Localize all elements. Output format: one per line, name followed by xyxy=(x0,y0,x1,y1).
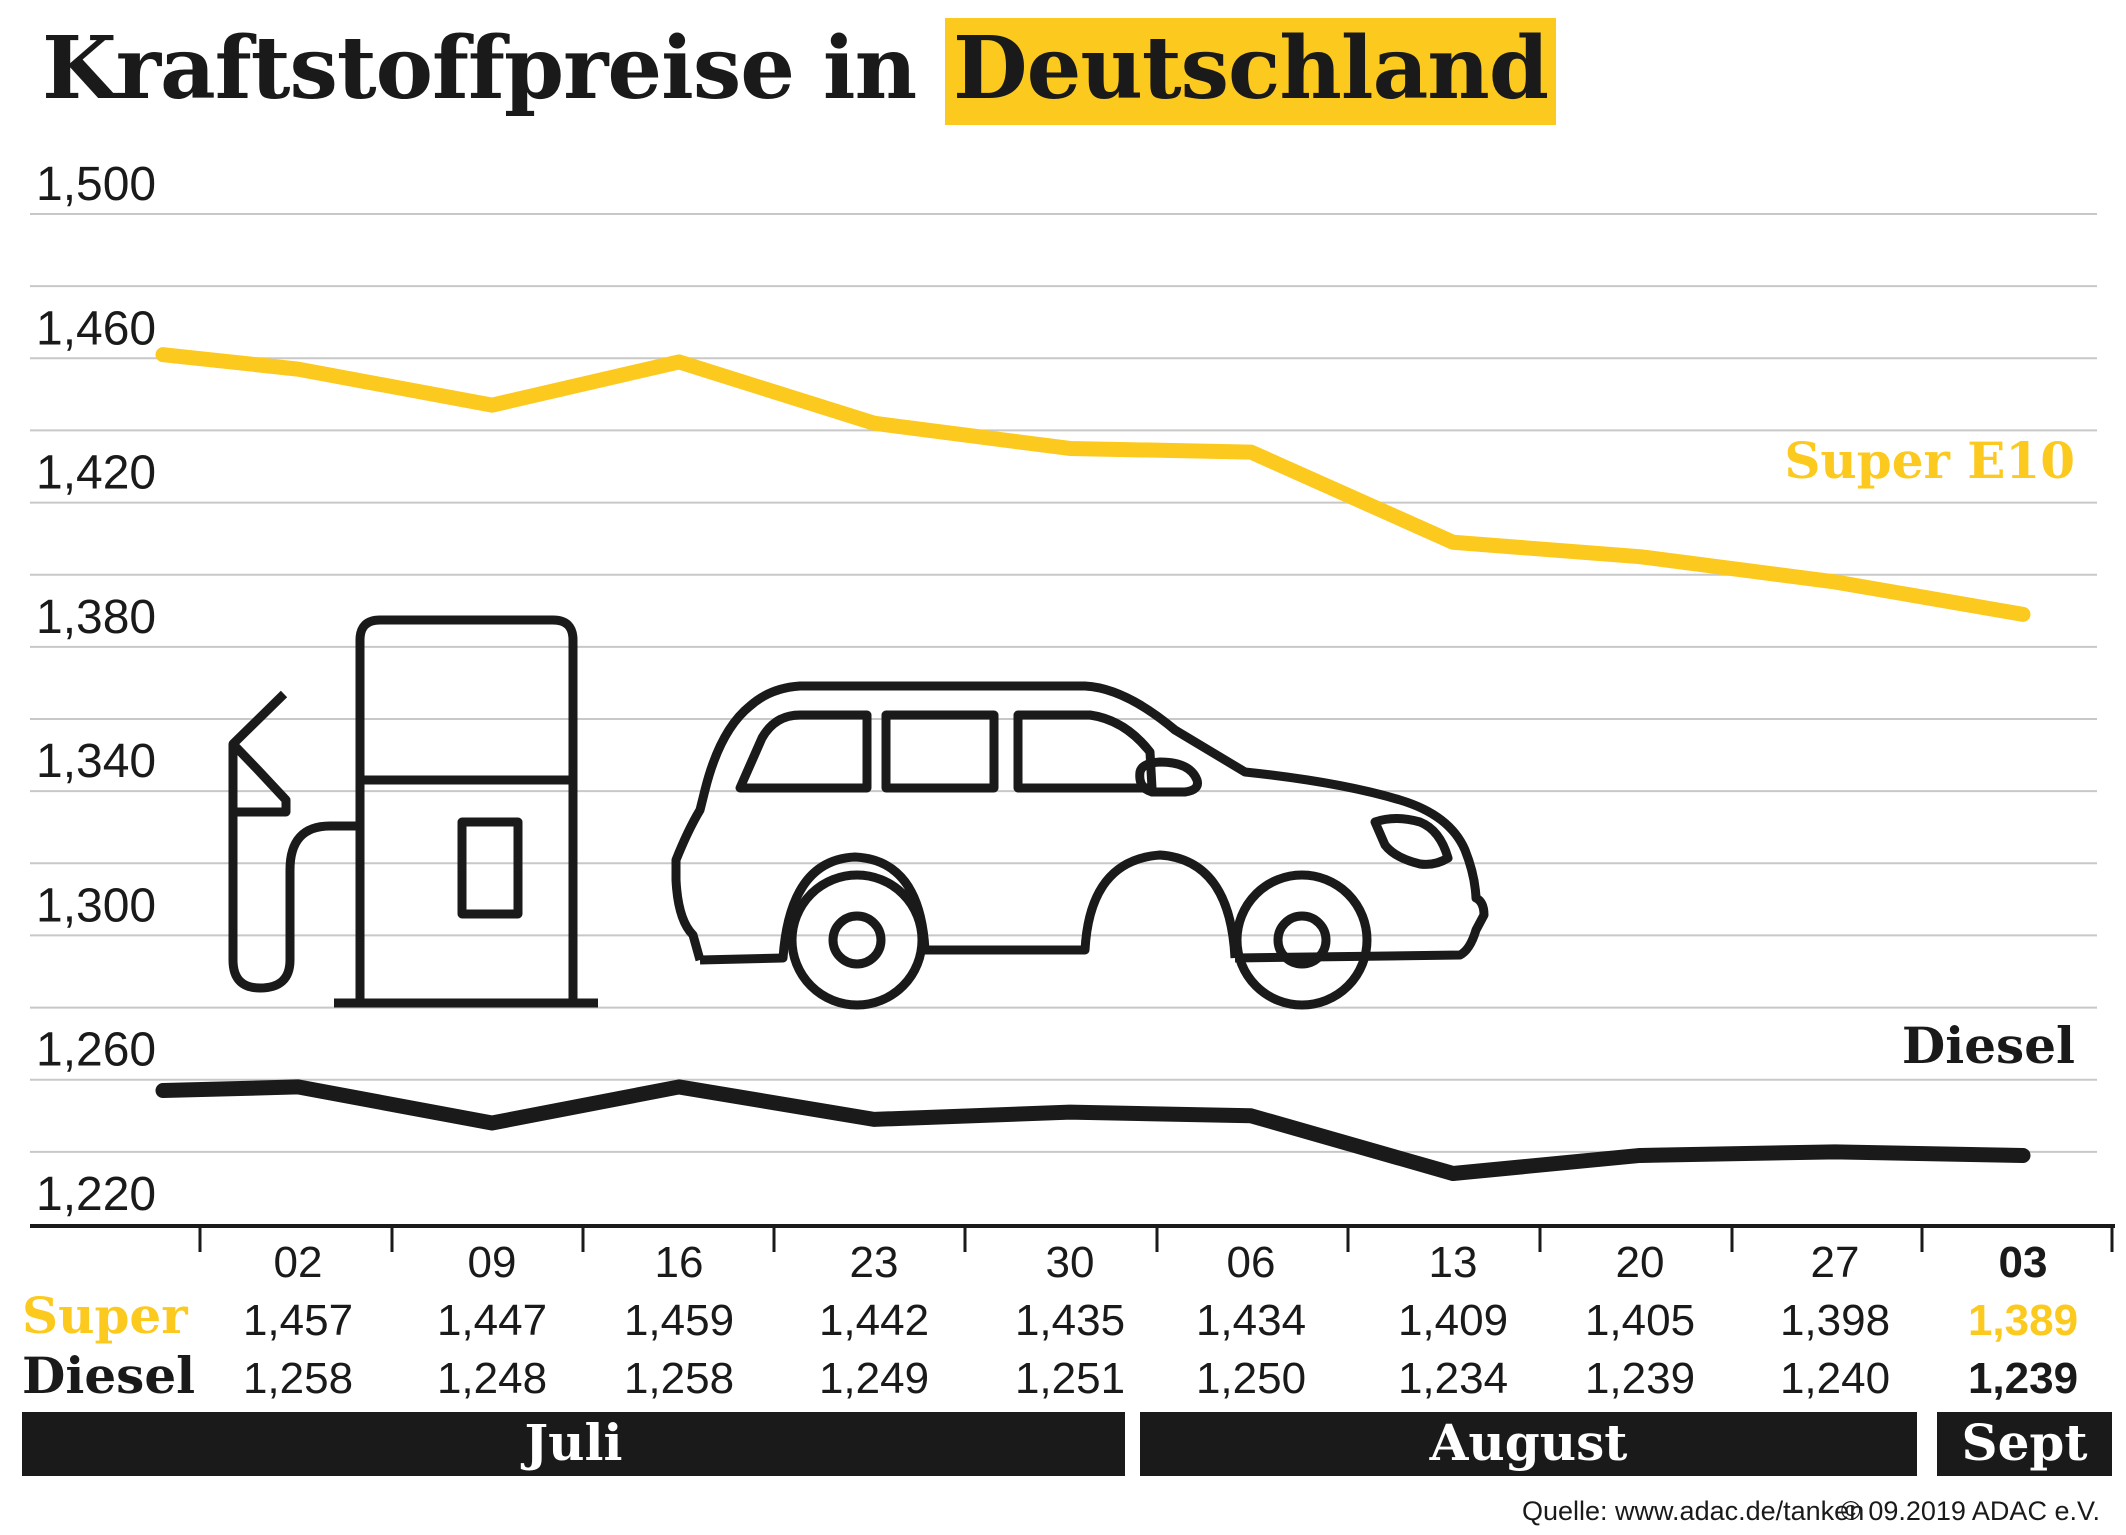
y-tick-label: 1,220 xyxy=(36,1168,156,1221)
series-label-super-e10: Super E10 xyxy=(1784,431,2075,490)
diesel-value-label: 1,240 xyxy=(1780,1354,1890,1403)
row-label-diesel: Diesel xyxy=(22,1346,195,1405)
x-tick-label: 02 xyxy=(274,1238,323,1287)
month-bar xyxy=(1140,1412,1917,1476)
title-prefix: Kraftstoffpreise in xyxy=(42,18,917,119)
y-tick-label: 1,460 xyxy=(36,302,156,355)
y-tick-label: 1,260 xyxy=(36,1024,156,1077)
super-value-label: 1,447 xyxy=(437,1296,547,1345)
title-highlight: Deutschland xyxy=(945,18,1556,125)
x-tick-label: 09 xyxy=(468,1238,517,1287)
super-value-label: 1,409 xyxy=(1398,1296,1508,1345)
super-value-label: 1,405 xyxy=(1585,1296,1695,1345)
month-bars: Juli August Sept xyxy=(22,1412,2112,1476)
super-value-label: 1,389 xyxy=(1968,1296,2078,1345)
row-label-super: Super xyxy=(22,1286,188,1345)
y-tick-label: 1,380 xyxy=(36,591,156,644)
x-tick-label: 30 xyxy=(1046,1238,1095,1287)
diesel-value-label: 1,234 xyxy=(1398,1354,1508,1403)
super-value-label: 1,398 xyxy=(1780,1296,1890,1345)
series-lines xyxy=(155,347,2031,1181)
diesel-value-label: 1,248 xyxy=(437,1354,547,1403)
diesel-value-label: 1,239 xyxy=(1968,1354,2078,1403)
y-axis-labels: 1,500 1,460 1,420 1,380 1,340 1,300 1,260 1,220 xyxy=(36,158,156,1221)
car-icon xyxy=(671,681,1489,1010)
y-tick-label: 1,500 xyxy=(36,158,156,211)
diesel-value-label: 1,239 xyxy=(1585,1354,1695,1403)
fuel-pump-icon xyxy=(228,615,598,1008)
super-value-label: 1,435 xyxy=(1015,1296,1125,1345)
super-value-label: 1,457 xyxy=(243,1296,353,1345)
x-tick-label: 03 xyxy=(1999,1238,2048,1287)
x-tick-label: 13 xyxy=(1429,1238,1478,1287)
month-label: August xyxy=(1429,1413,1628,1472)
chart-title: Kraftstoffpreise in Deutschland xyxy=(42,18,1556,125)
x-tick-label: 06 xyxy=(1227,1238,1276,1287)
diesel-line xyxy=(155,1079,2031,1181)
diesel-value-label: 1,251 xyxy=(1015,1354,1125,1403)
x-axis-ticks: 02 09 16 23 30 06 13 20 27 03 xyxy=(198,1226,2114,1287)
copyright-text: © 09.2019 ADAC e.V. xyxy=(1841,1496,2100,1526)
month-bar xyxy=(1937,1412,2112,1476)
series-label-diesel: Diesel xyxy=(1902,1016,2075,1075)
super-value-label: 1,442 xyxy=(819,1296,929,1345)
month-bar xyxy=(22,1412,1125,1476)
x-tick-label: 27 xyxy=(1811,1238,1860,1287)
x-tick-label: 20 xyxy=(1616,1238,1665,1287)
y-tick-label: 1,300 xyxy=(36,879,156,932)
super-value-label: 1,459 xyxy=(624,1296,734,1345)
diesel-value-label: 1,258 xyxy=(243,1354,353,1403)
source-text: Quelle: www.adac.de/tanken xyxy=(1522,1496,1864,1526)
x-tick-label: 23 xyxy=(850,1238,899,1287)
value-table: 1,457 1,258 1,447 1,248 1,459 1,258 1,442 1,249… xyxy=(243,1296,2078,1403)
diesel-value-label: 1,249 xyxy=(819,1354,929,1403)
y-tick-label: 1,340 xyxy=(36,735,156,788)
month-label: Sept xyxy=(1962,1413,2088,1472)
month-label: Juli xyxy=(521,1413,623,1472)
x-tick-label: 16 xyxy=(655,1238,704,1287)
diesel-value-label: 1,250 xyxy=(1196,1354,1306,1403)
super-value-label: 1,434 xyxy=(1196,1296,1306,1345)
diesel-value-label: 1,258 xyxy=(624,1354,734,1403)
y-tick-label: 1,420 xyxy=(36,447,156,500)
